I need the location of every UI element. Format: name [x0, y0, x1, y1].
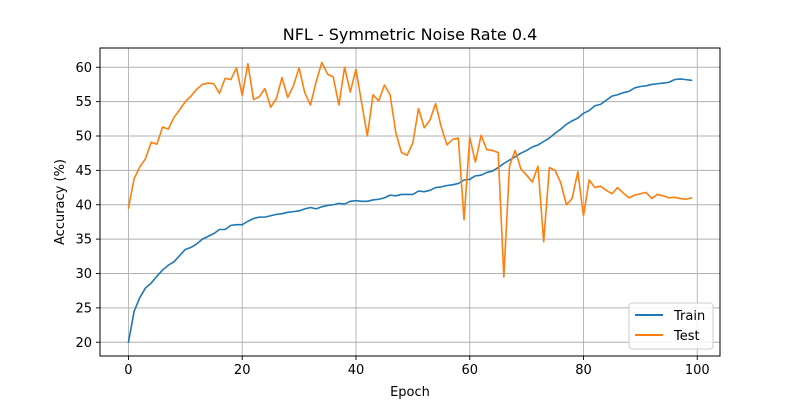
x-tick-label: 100	[685, 363, 710, 378]
x-tick-label: 0	[124, 363, 132, 378]
y-tick-label: 35	[75, 233, 92, 248]
x-tick-label: 60	[461, 363, 478, 378]
legend-label-train: Train	[673, 309, 705, 324]
plot-frame	[99, 47, 721, 357]
plot-area	[100, 48, 720, 356]
y-tick-label: 45	[75, 164, 92, 179]
y-tick-label: 50	[75, 130, 92, 145]
axis-ticks: 0 20 40 60 80 100 20 25 30 35 40 45 50 55 60	[75, 61, 709, 378]
y-tick-label: 20	[75, 336, 92, 351]
y-tick-label: 30	[75, 267, 92, 282]
x-axis-title: Epoch	[390, 385, 430, 400]
series-layer	[127, 61, 693, 344]
legend-label-test: Test	[673, 329, 700, 344]
x-tick-label: 80	[575, 363, 592, 378]
legend: Train Test	[628, 302, 714, 350]
x-tick-label: 20	[234, 363, 251, 378]
y-tick-label: 60	[75, 61, 92, 76]
y-tick-label: 40	[75, 198, 92, 213]
series-line-test	[127, 61, 693, 278]
series-line-train	[127, 78, 693, 344]
y-axis-title: Accuracy (%)	[53, 159, 68, 245]
x-tick-label: 40	[348, 363, 365, 378]
y-tick-label: 55	[75, 95, 92, 110]
grid	[100, 48, 720, 356]
chart-title: NFL - Symmetric Noise Rate 0.4	[283, 25, 538, 44]
y-tick-label: 25	[75, 301, 92, 316]
